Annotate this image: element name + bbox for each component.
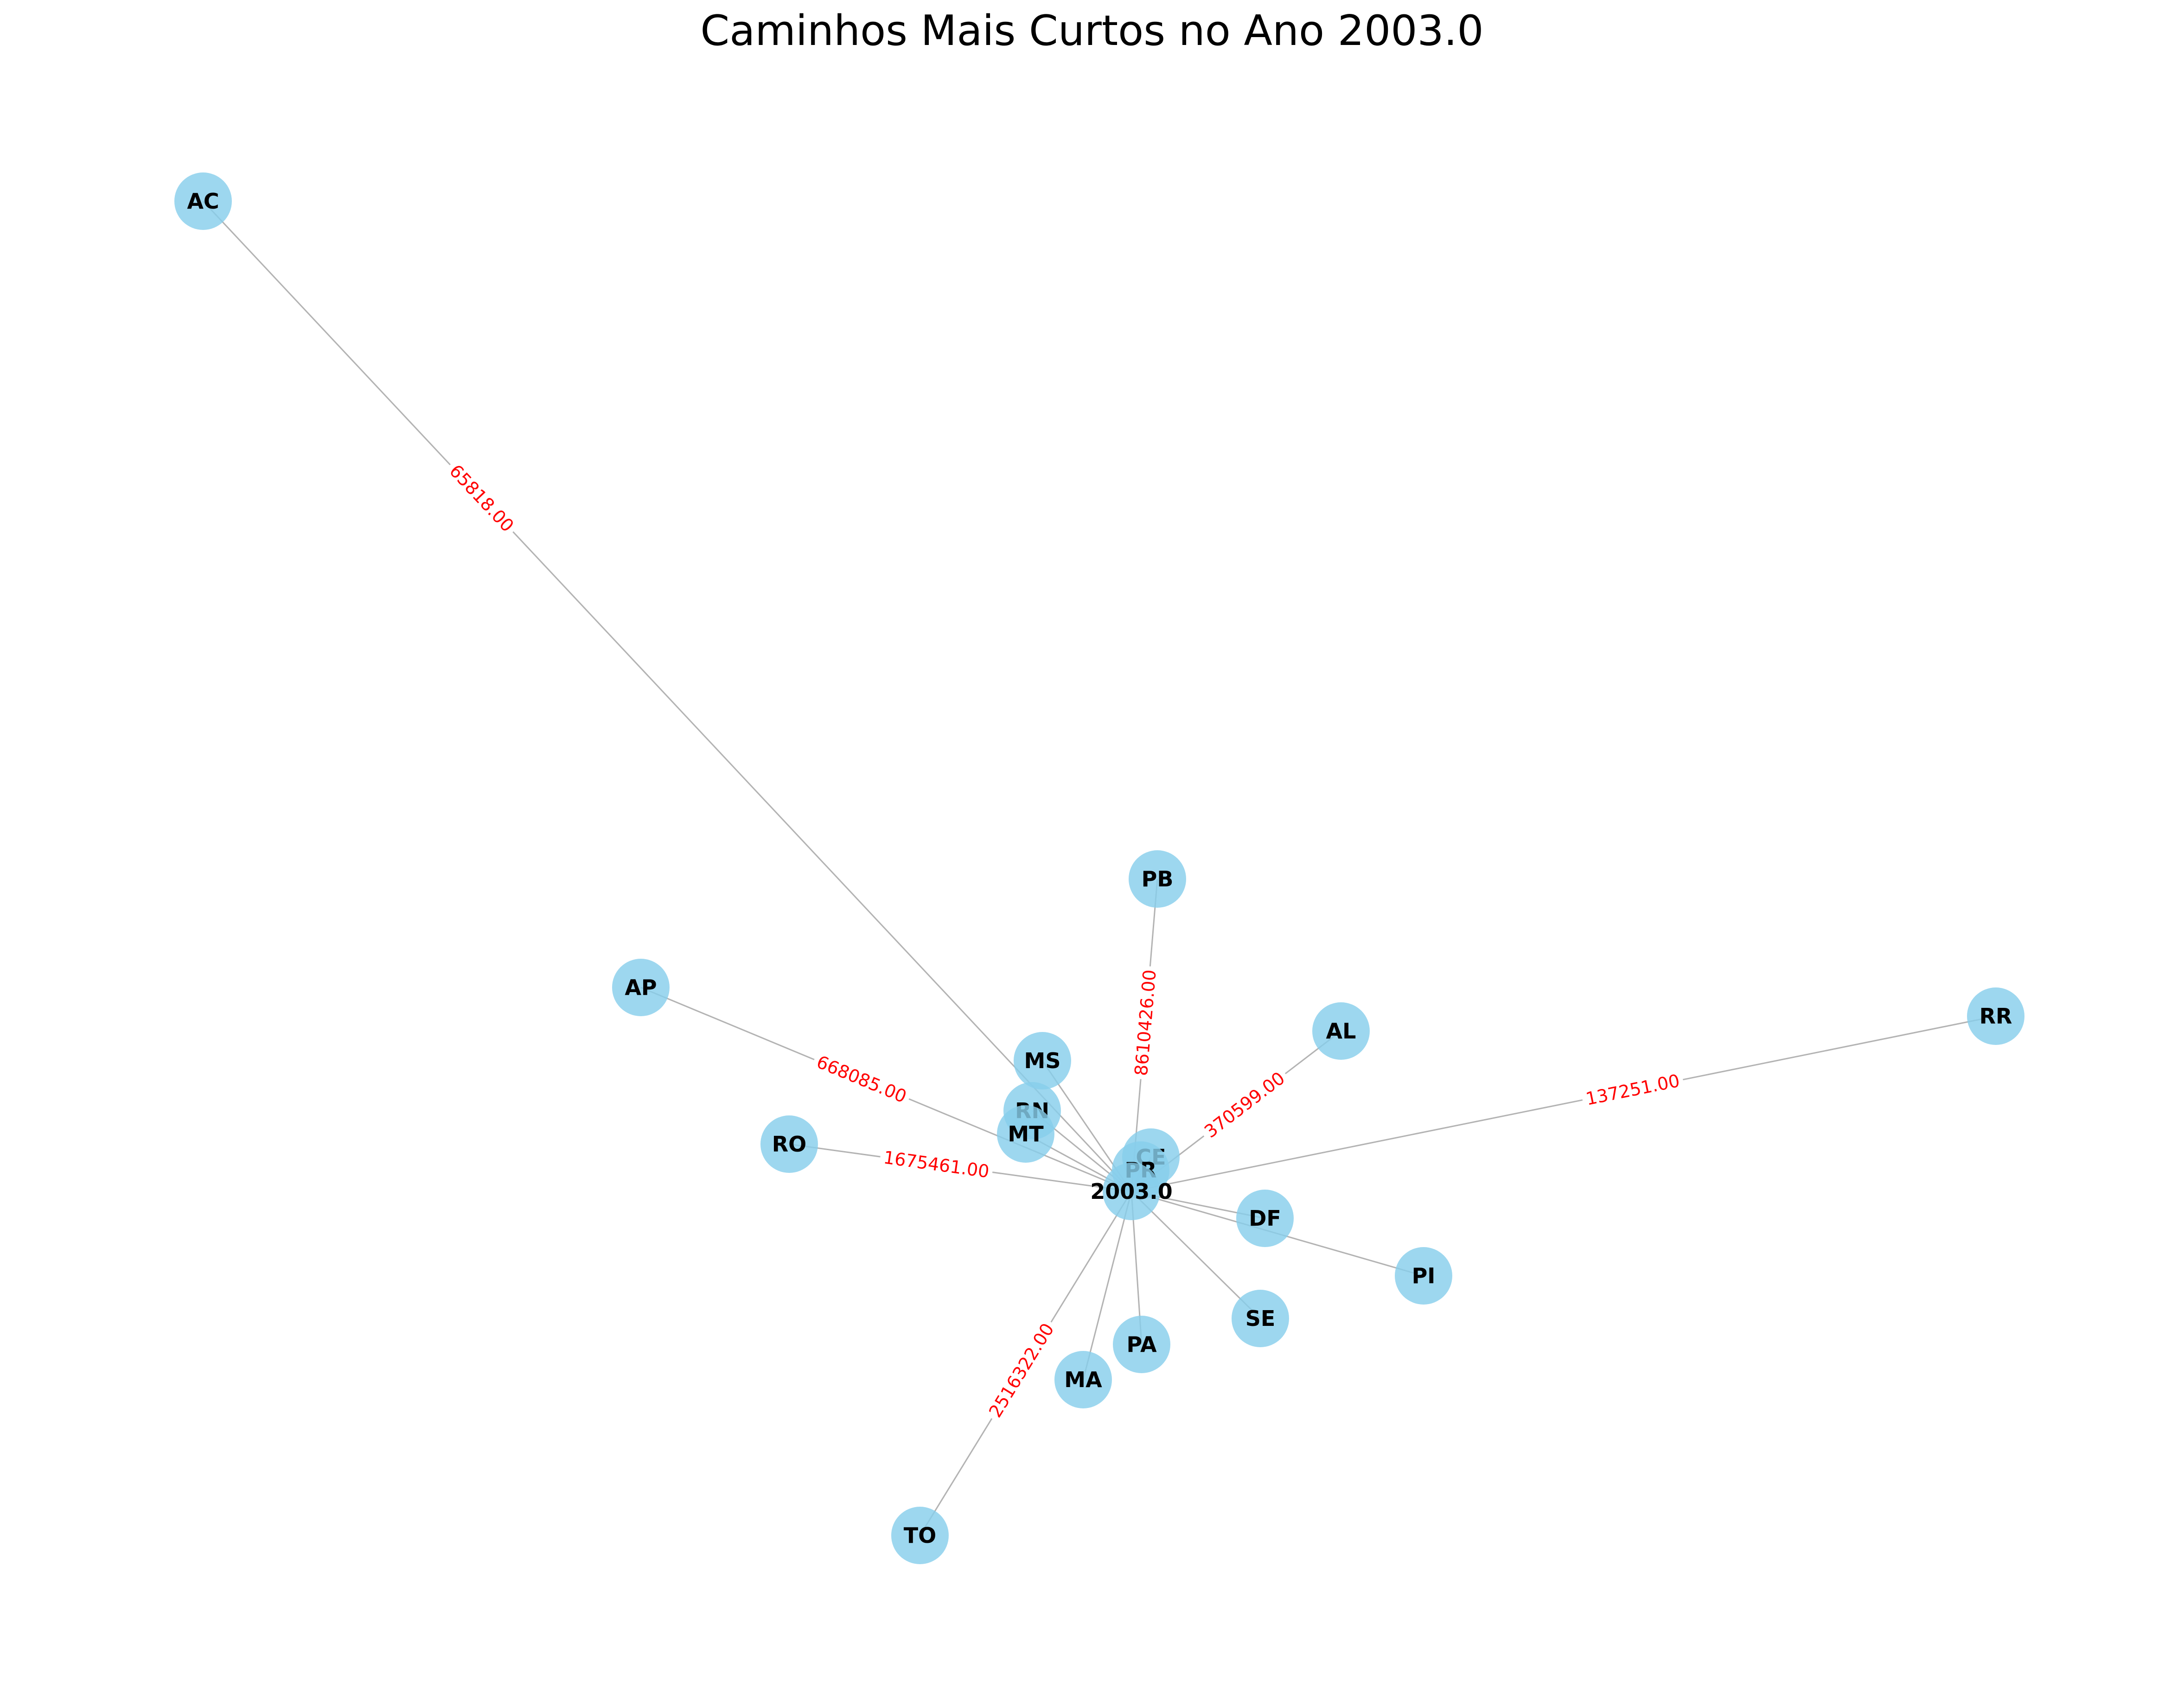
node-circle xyxy=(1103,1163,1160,1220)
edge-label-background xyxy=(1130,965,1162,1080)
node-2003-0: 2003.0 xyxy=(1090,1163,1173,1220)
edge-se-hub xyxy=(1130,1191,1261,1319)
edge-label-text: 65818.00 xyxy=(446,461,518,536)
edge-label-rr: 137251.00 xyxy=(1580,1069,1686,1111)
node-label: 2003.0 xyxy=(1090,1179,1173,1204)
node-ma: MA xyxy=(1054,1351,1112,1408)
node-pa: PA xyxy=(1113,1316,1170,1373)
edge-label-ap: 668085.00 xyxy=(810,1049,913,1109)
node-circle xyxy=(612,959,670,1016)
edge-label-background xyxy=(982,1316,1061,1425)
edge-label-background xyxy=(1197,1064,1292,1145)
edge-label-pb: 8610426.00 xyxy=(1130,965,1162,1080)
node-label: MS xyxy=(1024,1048,1061,1073)
diagram-title: Caminhos Mais Curtos no Ano 2003.0 xyxy=(700,6,1484,55)
edge-label-text: 137251.00 xyxy=(1584,1070,1681,1109)
node-circle xyxy=(1967,987,2024,1045)
node-label: AC xyxy=(187,189,219,214)
node-label: PI xyxy=(1412,1263,1436,1288)
edge-label-ro: 1675461.00 xyxy=(879,1146,994,1184)
edge-label-ac: 65818.00 xyxy=(442,457,521,540)
node-pi: PI xyxy=(1395,1247,1452,1305)
edge-label-al: 370599.00 xyxy=(1197,1064,1292,1145)
node-circle xyxy=(1312,1002,1370,1060)
edge-label-background xyxy=(810,1049,913,1109)
edge-ac-hub xyxy=(202,200,1132,1192)
node-label: MA xyxy=(1064,1367,1102,1392)
node-label: AL xyxy=(1326,1019,1356,1044)
node-se: SE xyxy=(1232,1290,1289,1347)
edge-label-background xyxy=(1580,1069,1686,1111)
node-circle xyxy=(1054,1351,1112,1408)
node-label: PA xyxy=(1126,1332,1156,1357)
node-circle xyxy=(1395,1247,1452,1305)
node-df: DF xyxy=(1236,1190,1294,1247)
node-circle xyxy=(1236,1190,1294,1247)
edge-label-to: 2516322.00 xyxy=(982,1316,1061,1425)
edge-label-background xyxy=(879,1146,994,1184)
node-label: RO xyxy=(772,1132,807,1157)
node-ro: RO xyxy=(760,1115,818,1173)
node-circle xyxy=(1232,1290,1289,1347)
node-label: PB xyxy=(1142,866,1174,891)
edge-label-text: 2516322.00 xyxy=(985,1319,1058,1421)
node-circle xyxy=(760,1115,818,1173)
node-label: MT xyxy=(1008,1121,1044,1146)
node-circle xyxy=(1113,1316,1170,1373)
node-circle xyxy=(174,172,232,230)
node-label: RR xyxy=(1980,1004,2012,1029)
node-ap: AP xyxy=(612,959,670,1016)
node-al: AL xyxy=(1312,1002,1370,1060)
edge-label-text: 668085.00 xyxy=(814,1051,910,1107)
node-ms: MS xyxy=(1014,1032,1071,1089)
edge-label-text: 1675461.00 xyxy=(882,1147,991,1182)
node-circle xyxy=(997,1105,1054,1163)
node-label: AP xyxy=(625,975,657,1000)
node-circle xyxy=(1129,850,1186,908)
edge-label-text: 8610426.00 xyxy=(1131,969,1160,1077)
edge-label-background xyxy=(442,457,521,540)
edge-layer xyxy=(202,200,1996,1536)
node-label: DF xyxy=(1249,1206,1281,1231)
node-circle xyxy=(1014,1032,1071,1089)
node-layer: ACPBAPALRRMSRNROMTDFPISEPAMATOCEPR2003.0 xyxy=(174,172,2024,1564)
node-to: TO xyxy=(891,1507,949,1564)
node-mt: MT xyxy=(997,1105,1054,1163)
edge-rr-hub xyxy=(1131,1015,1996,1192)
node-label: SE xyxy=(1245,1306,1276,1331)
node-ac: AC xyxy=(174,172,232,230)
edge-label-layer: 65818.00 8610426.00 668085.00 370599.00 1372… xyxy=(442,457,1686,1425)
edge-label-text: 370599.00 xyxy=(1201,1068,1289,1142)
node-pb: PB xyxy=(1129,850,1186,908)
node-rr: RR xyxy=(1967,987,2024,1045)
node-circle xyxy=(891,1507,949,1564)
edge-ma-hub xyxy=(1082,1191,1132,1380)
node-label: TO xyxy=(904,1523,936,1548)
